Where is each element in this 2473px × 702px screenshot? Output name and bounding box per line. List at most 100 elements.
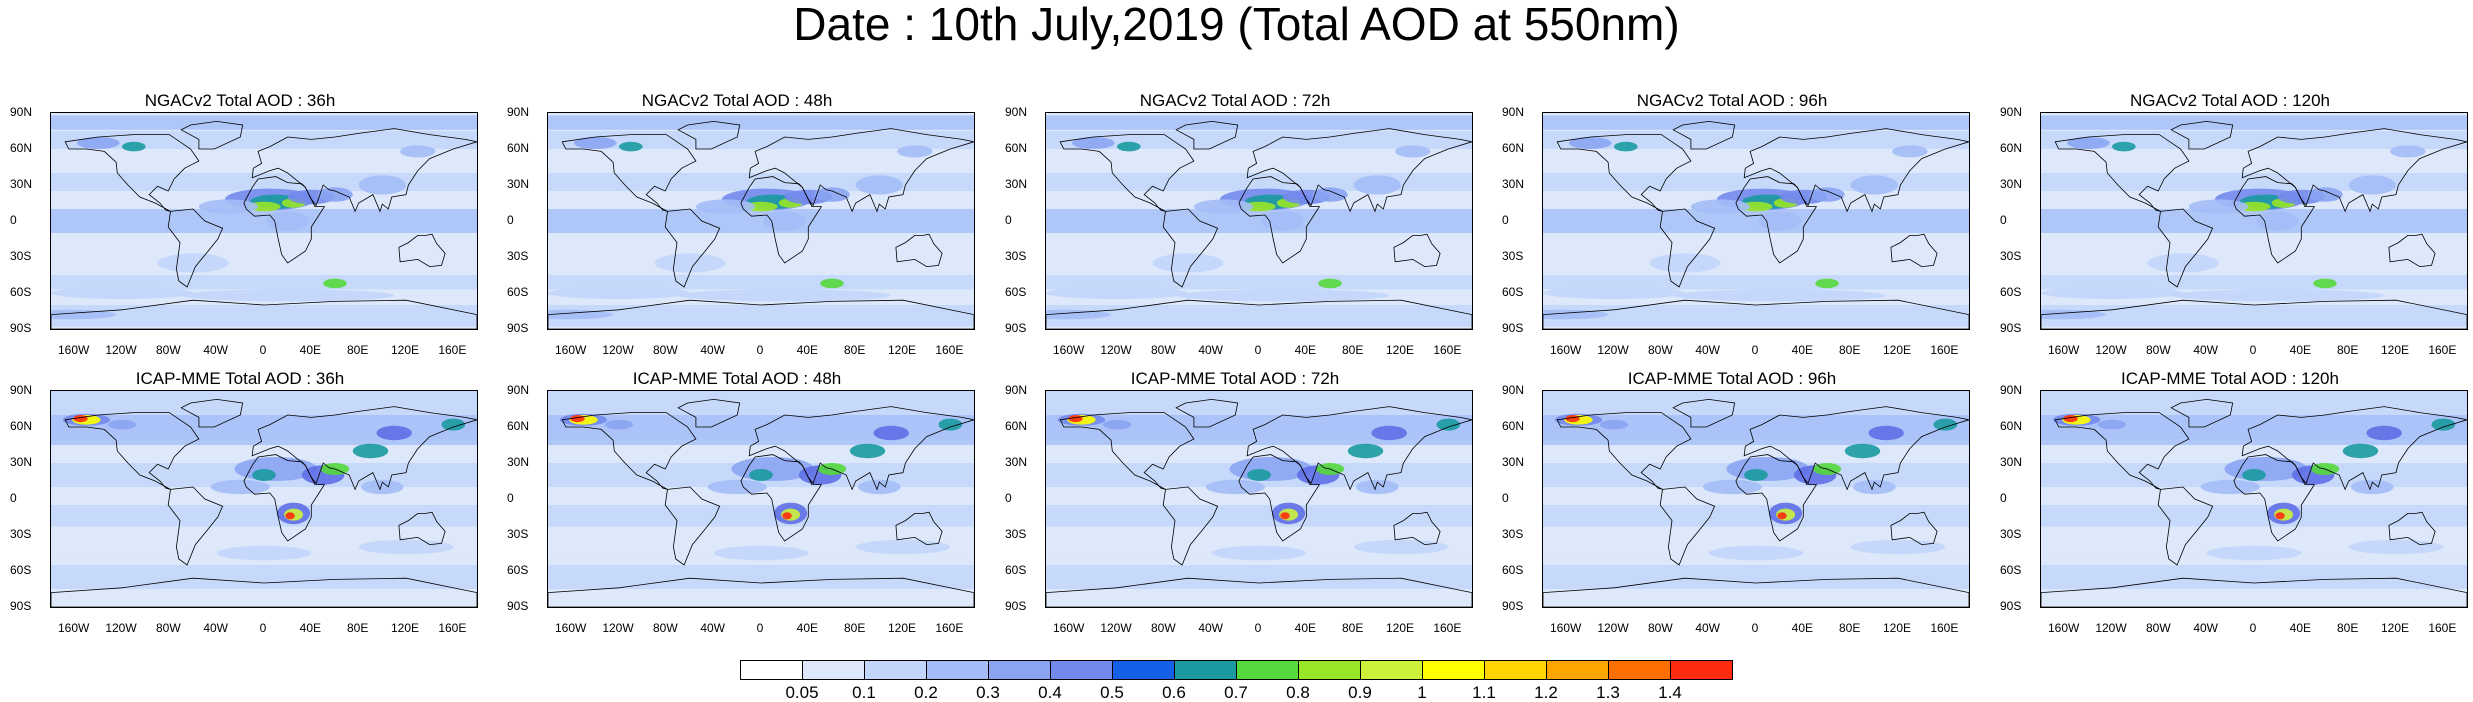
longitude-tick-label: 40W [700,621,725,635]
map-frame [547,390,975,608]
coastline [561,412,697,490]
longitude-tick-label: 80E [843,621,866,635]
aod-hotspot [2067,137,2110,149]
aod-band [1543,595,1969,607]
aod-band [51,131,477,149]
longitude-tick-label: 160W [554,621,587,635]
longitude-tick-label: 120W [602,343,634,357]
map-frame [547,112,975,330]
longitude-tick-label: 120W [1100,343,1132,357]
aod-band [548,565,974,589]
latitude-tick-label: 0 [10,213,17,227]
colorbar-swatch [1112,660,1175,680]
latitude-tick-label: 0 [507,213,514,227]
coastline [167,208,224,288]
coastline [1238,454,1321,542]
aod-hotspot [1395,145,1431,158]
latitude-tick-label: 30N [2000,177,2023,191]
longitude-tick-label: 80E [1341,343,1364,357]
colorbar-swatch [1236,660,1299,680]
aod-band [1543,209,1969,233]
latitude-tick-label: 90N [507,383,530,397]
colorbar-swatch [1546,660,1609,680]
latitude-tick-label: 90S [507,321,529,335]
longitude-tick-label: 0 [1254,621,1262,635]
aod-hotspot [77,137,120,149]
aod-hotspot [1211,545,1307,561]
map-frame [50,390,478,608]
longitude-tick-label: 40E [2289,343,2312,357]
aod-band [2041,131,2467,149]
latitude-tick-label: 90S [10,599,32,613]
coastline [1059,412,1195,490]
panel-title: NGACv2 Total AOD : 72h [1139,91,1331,110]
longitude-tick-label: 40W [1695,343,1720,357]
aod-hotspot [1312,187,1348,202]
aod-hotspot [619,141,643,152]
coastline [895,511,943,546]
coastline [167,486,224,566]
longitude-tick-label: 40E [796,621,819,635]
coastline [1672,398,1736,428]
longitude-tick-label: 40E [1791,621,1814,635]
latitude-tick-label: 30S [507,527,529,541]
longitude-tick-label: 0 [1254,343,1262,357]
latitude-tick-label: 0 [1005,491,1012,505]
aod-hotspot [1758,211,1801,231]
latitude-tick-label: 30S [2000,527,2022,541]
aod-band [1046,305,1472,327]
colorbar-swatch [1360,660,1423,680]
aod-hotspot [352,443,389,459]
colorbar-label: 0.3 [976,683,1000,702]
coastline [1046,577,1472,607]
coastline [1735,176,1818,264]
coastline [2388,511,2436,546]
aod-hotspot [2097,419,2127,430]
aod-hotspot [763,211,806,231]
map-frame [50,112,478,330]
longitude-tick-label: 120W [2095,343,2127,357]
aod-hotspot [358,175,407,195]
longitude-tick-label: 80W [1150,343,1176,357]
aod-band [2041,209,2467,233]
longitude-tick-label: 80E [2336,621,2359,635]
longitude-tick-label: 80W [2145,621,2171,635]
aod-hotspot [1599,419,1629,430]
aod-band [1543,245,1969,263]
aod-band [2041,115,2467,130]
coastline [1046,299,1472,329]
aod-hotspot [2206,545,2302,561]
coastline [664,486,721,566]
latitude-tick-label: 90N [2000,383,2023,397]
aod-band [2041,505,2467,527]
coastline [398,511,446,546]
latitude-tick-label: 0 [10,491,17,505]
aod-hotspot [1690,199,1751,214]
aod-band [2041,275,2467,290]
longitude-tick-label: 160E [935,343,964,357]
coastline [548,299,974,329]
latitude-tick-label: 30S [1502,527,1524,541]
aod-hotspot [1261,211,1304,231]
aod-hotspot [548,309,614,320]
aod-hotspot [1744,469,1768,481]
colorbar-label: 0.1 [852,683,876,702]
aod-band [51,173,477,191]
coastline [740,454,823,542]
aod-band [548,505,974,527]
latitude-tick-label: 0 [507,491,514,505]
aod-band [2041,173,2467,191]
aod-band [1543,305,1969,327]
aod-hotspot [2342,443,2379,459]
latitude-tick-label: 90S [2000,599,2022,613]
coastline [180,120,244,150]
coastline [1543,299,1969,329]
latitude-tick-label: 60N [10,141,33,155]
aod-hotspot [317,187,353,202]
latitude-tick-label: 60N [507,141,530,155]
longitude-tick-label: 80E [346,343,369,357]
latitude-tick-label: 90N [1502,383,1525,397]
aod-hotspot [51,309,117,320]
coastline [243,176,326,264]
colorbar-swatch [926,660,989,680]
